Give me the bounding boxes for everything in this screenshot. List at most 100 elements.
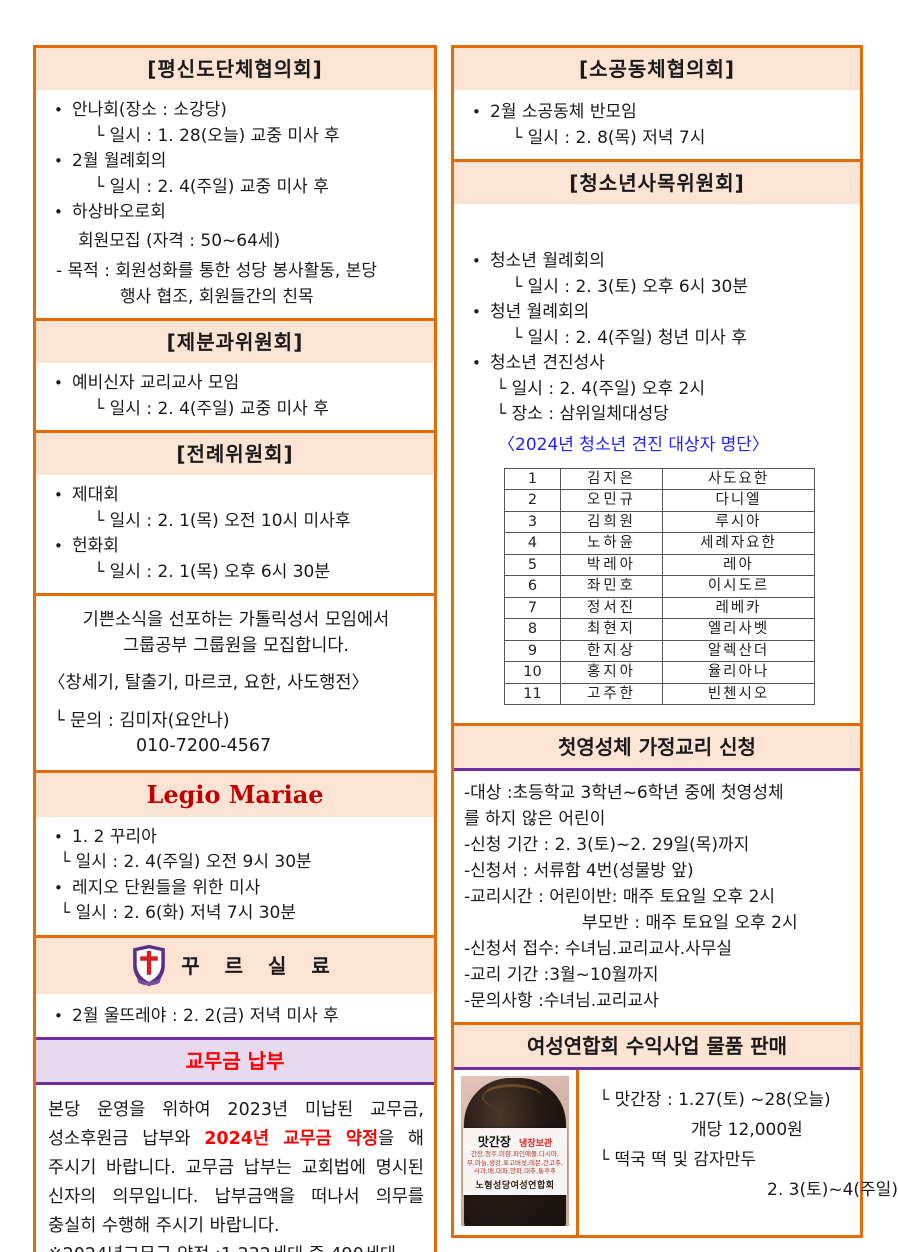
cursillo-title: 꾸 르 실 료	[181, 953, 339, 978]
roster-number: 8	[504, 618, 561, 641]
section-header-cursillo: 꾸 르 실 료	[36, 937, 434, 994]
bulletin-line: -신청 기간 : 2. 3(토)~2. 29일(목)까지	[464, 835, 750, 855]
bulletin-line: └ 일시 : 2. 1(목) 오전 10시 미사후	[94, 510, 351, 531]
roster-name: 김희원	[560, 510, 663, 533]
section-liturgy: [전례위원회] 제대회 └ 일시 : 2. 1(목) 오전 10시 미사후 헌화…	[33, 430, 437, 596]
section-header-church-fee: 교무금 납부	[36, 1037, 434, 1085]
section-women-association: 여성연합회 수익사업 물품 판매 맛간장 냉장보관 간장,청주,미향,파인애플,…	[451, 1022, 898, 1238]
roster-baptismal-name: 다니엘	[662, 489, 815, 512]
section-header-youth-ministry: [청소년사목위원회]	[454, 162, 860, 204]
section-body-women-association: 맛간장 냉장보관 간장,청주,미향,파인애플,다시마, 무,마늘,생강,표고버섯…	[454, 1067, 898, 1235]
bottle-label-badge: 냉장보관	[519, 1139, 553, 1149]
section-body-committees: 예비신자 교리교사 모임 └ 일시 : 2. 4(주일) 교중 미사 후	[36, 363, 434, 430]
bulletin-line: 청년 월례회의	[466, 300, 854, 326]
soy-sauce-bottle-photo: 맛간장 냉장보관 간장,청주,미향,파인애플,다시마, 무,마늘,생강,표고버섯…	[461, 1076, 569, 1226]
bulletin-line: 부모반 : 매주 토요일 오후 2시	[582, 913, 798, 933]
bulletin-line: └ 일시 : 2. 4(주일) 교중 미사 후	[94, 176, 329, 197]
section-header-legio: Legio Mariae	[36, 772, 434, 817]
section-header-women-association: 여성연합회 수익사업 물품 판매	[454, 1025, 860, 1070]
bible-phone-number: 010-7200-4567	[136, 736, 272, 756]
bulletin-line: └ 떡국 떡 및 감자만두	[599, 1150, 756, 1170]
fee-text-before: 본당 운영을 위하여 2023년 미납된 교무금, 성소후원금 납부와	[48, 1100, 424, 1149]
roster-name: 김지은	[560, 467, 663, 490]
roster-number: 9	[504, 639, 561, 662]
section-body-lay-council: 안나회(장소 : 소강당) └ 일시 : 1. 28(오늘) 교중 미사 후 2…	[36, 90, 434, 318]
roster-name: 박레아	[560, 553, 663, 576]
bottle-highlight	[482, 1084, 542, 1110]
bottle-label: 맛간장 냉장보관 간장,청주,미향,파인애플,다시마, 무,마늘,생강,표고버섯…	[463, 1128, 567, 1195]
product-sale-info: └ 맛간장 : 1.27(토) ~28(오늘) 개당 12,000원 └ 떡국 …	[579, 1067, 898, 1235]
bulletin-line: -대상 :초등학교 3학년~6학년 중에 첫영성체	[464, 783, 784, 803]
bulletin-line: -신청서 접수: 수녀님.교리교사.사무실	[464, 939, 733, 959]
bottle-label-ingredients: 간장,청주,미향,파인애플,다시마,	[470, 1150, 560, 1158]
bulletin-line: └ 일시 : 2. 4(주일) 오후 2시	[496, 378, 705, 399]
section-lay-council: [평신도단체협의회] 안나회(장소 : 소강당) └ 일시 : 1. 28(오늘…	[33, 45, 437, 321]
roster-number: 2	[504, 489, 561, 512]
roster-baptismal-name: 알렉산더	[662, 639, 815, 662]
section-committees: [제분과위원회] 예비신자 교리교사 모임 └ 일시 : 2. 4(주일) 교중…	[33, 318, 437, 433]
roster-row: 2 오민규 다니엘	[504, 489, 815, 512]
bottle-label-ingredients: 무,마늘,생강,표고버섯,레몬,건고추,	[466, 1158, 564, 1167]
section-church-fee: 교무금 납부 본당 운영을 위하여 2023년 미납된 교무금, 성소후원금 납…	[33, 1037, 437, 1252]
roster-name: 정서진	[560, 596, 663, 619]
roster-row: 9 한지상 알렉산더	[504, 639, 815, 662]
section-header-liturgy: [전례위원회]	[36, 433, 434, 475]
roster-row: 4 노하윤 세례자요한	[504, 532, 815, 555]
roster-number: 11	[504, 682, 561, 705]
fee-text-highlight: 2024년 교무금 약정	[204, 1129, 379, 1149]
bulletin-line: 개당 12,000원	[691, 1120, 803, 1140]
bulletin-line: 2월 월례회의	[48, 149, 428, 175]
bulletin-line: 하상바오로회	[48, 200, 428, 226]
roster-number: 10	[504, 661, 561, 684]
section-body-youth-ministry: 청소년 월례회의 └ 일시 : 2. 3(토) 오후 6시 30분 청년 월례회…	[454, 204, 860, 723]
roster-number: 7	[504, 596, 561, 619]
bulletin-line: -교리 기간 :3월~10월까지	[464, 965, 659, 985]
roster-name: 고주한	[560, 682, 663, 705]
section-body-liturgy: 제대회 └ 일시 : 2. 1(목) 오전 10시 미사후 헌화회 └ 일시 :…	[36, 475, 434, 593]
church-fee-title: 교무금 납부	[185, 1049, 285, 1073]
section-body-legio: 1. 2 꾸리아 └ 일시 : 2. 4(주일) 오전 9시 30분 레지오 단…	[36, 817, 434, 935]
roster-baptismal-name: 세례자요한	[662, 532, 815, 555]
left-column: [평신도단체협의회] 안나회(장소 : 소강당) └ 일시 : 1. 28(오늘…	[33, 45, 437, 1252]
bulletin-line: -문의사항 :수녀님.교리교사	[464, 991, 659, 1011]
roster-name: 오민규	[560, 489, 663, 512]
bulletin-line: 2월 소공동체 반모임	[466, 100, 854, 126]
bible-books-line: 〈창세기, 탈출기, 마르코, 요한, 사도행전〉	[48, 673, 370, 693]
roster-baptismal-name: 이시도르	[662, 575, 815, 598]
legio-mariae-title: Legio Mariae	[146, 779, 324, 809]
roster-baptismal-name: 루시아	[662, 510, 815, 533]
bulletin-line: └ 맛간장 : 1.27(토) ~28(오늘)	[599, 1090, 831, 1110]
fee-text-after: 을 해 주시기 바랍니다. 교무금 납부는 교회법에 명시된 신자의 의무입니다…	[48, 1129, 424, 1236]
bulletin-line: 청소년 견진성사	[466, 351, 854, 377]
roster-row: 3 김희원 루시아	[504, 510, 815, 533]
bulletin-line: └ 일시 : 2. 4(주일) 오전 9시 30분	[60, 852, 312, 872]
bulletin-line: 회원모집 (자격 : 50~64세)	[78, 230, 281, 251]
section-body-church-fee: 본당 운영을 위하여 2023년 미납된 교무금, 성소후원금 납부와 2024…	[36, 1082, 434, 1252]
bulletin-line: └ 일시 : 2. 4(주일) 교중 미사 후	[94, 398, 329, 419]
roster-number: 5	[504, 553, 561, 576]
right-column: [소공동체협의회] 2월 소공동체 반모임 └ 일시 : 2. 8(목) 저녁 …	[451, 45, 898, 1238]
roster-row: 5 박레아 레아	[504, 553, 815, 576]
section-body-bible-study: 기쁜소식을 선포하는 가톨릭성서 모임에서 그룹공부 그룹원을 모집합니다. 〈…	[36, 596, 434, 770]
bulletin-line: 청소년 월례회의	[466, 249, 854, 275]
bulletin-line: └ 일시 : 2. 6(화) 저녁 7시 30분	[60, 903, 297, 923]
confirmation-roster-table: 1 김지은 사도요한 2 오민규 다니엘 3 김희원 루시아 4 노하윤 세례자요한 5 박레아 레…	[504, 467, 815, 705]
roster-number: 6	[504, 575, 561, 598]
bulletin-line: └ 일시 : 1. 28(오늘) 교중 미사 후	[94, 125, 340, 146]
cursillo-shield-icon	[133, 944, 166, 986]
bulletin-line: 레지오 단원들을 위한 미사	[48, 876, 428, 902]
roster-row: 8 최현지 엘리사벳	[504, 618, 815, 641]
bottle-label-ingredients: 사과,배,대파,양파,대추,통후추	[473, 1167, 557, 1175]
section-header-committees: [제분과위원회]	[36, 321, 434, 363]
roster-name: 한지상	[560, 639, 663, 662]
bulletin-line: └ 일시 : 2. 3(토) 오후 6시 30분	[512, 276, 749, 297]
bulletin-line: └ 일시 : 2. 8(목) 저녁 7시	[512, 127, 706, 148]
roster-name: 홍지아	[560, 661, 663, 684]
roster-name: 노하윤	[560, 532, 663, 555]
roster-baptismal-name: 빈첸시오	[662, 682, 815, 705]
section-body-first-communion: -대상 :초등학교 3학년~6학년 중에 첫영성체 를 하지 않은 어린이 -신…	[454, 768, 860, 1022]
section-header-lay-council: [평신도단체협의회]	[36, 48, 434, 90]
roster-baptismal-name: 레베카	[662, 596, 815, 619]
